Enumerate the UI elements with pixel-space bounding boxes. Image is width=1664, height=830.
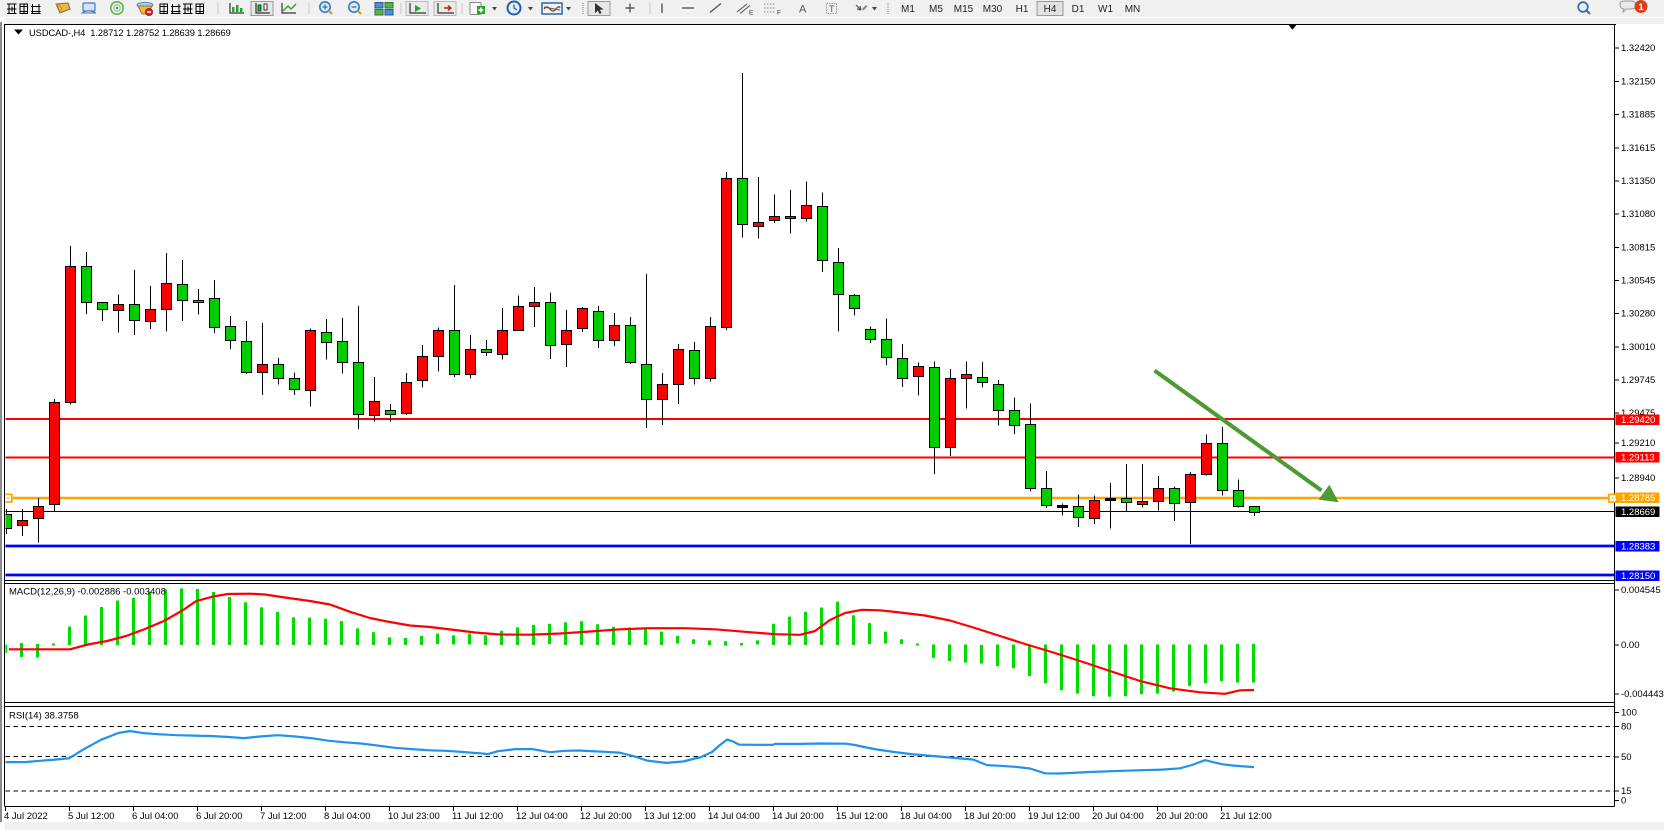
svg-text:14 Jul 20:00: 14 Jul 20:00 (772, 811, 824, 822)
svg-text:H1: H1 (1016, 4, 1029, 15)
svg-text:F: F (777, 10, 781, 17)
svg-text:H4: H4 (1044, 4, 1057, 15)
svg-text:1.28940: 1.28940 (1621, 473, 1655, 484)
svg-text:E: E (749, 10, 754, 17)
svg-text:0.004545: 0.004545 (1621, 585, 1661, 596)
svg-text:1.29745: 1.29745 (1621, 375, 1655, 386)
svg-text:1.28669: 1.28669 (1621, 507, 1655, 518)
svg-text:T: T (829, 4, 835, 14)
svg-text:1.30010: 1.30010 (1621, 342, 1655, 353)
svg-text:7 Jul 12:00: 7 Jul 12:00 (260, 811, 306, 822)
svg-text:MACD(12,26,9) -0.002886 -0.003: MACD(12,26,9) -0.002886 -0.003408 (9, 587, 166, 598)
svg-text:1.31615: 1.31615 (1621, 143, 1655, 154)
svg-text:M15: M15 (954, 4, 974, 15)
svg-text:18 Jul 20:00: 18 Jul 20:00 (964, 811, 1016, 822)
svg-text:100: 100 (1621, 708, 1637, 719)
svg-text:11 Jul 12:00: 11 Jul 12:00 (452, 811, 503, 822)
svg-text:M1: M1 (901, 4, 915, 15)
svg-text:M30: M30 (983, 4, 1003, 15)
svg-text:1.31080: 1.31080 (1621, 209, 1655, 220)
svg-text:RSI(14) 38.3758: RSI(14) 38.3758 (9, 711, 79, 722)
svg-text:1.30545: 1.30545 (1621, 276, 1655, 287)
svg-text:18 Jul 04:00: 18 Jul 04:00 (900, 811, 952, 822)
svg-text:50: 50 (1621, 752, 1632, 763)
svg-text:6 Jul 20:00: 6 Jul 20:00 (196, 811, 242, 822)
svg-text:8 Jul 04:00: 8 Jul 04:00 (324, 811, 370, 822)
svg-text:4 Jul 2022: 4 Jul 2022 (4, 811, 48, 822)
svg-text:1.29210: 1.29210 (1621, 438, 1655, 449)
svg-text:19 Jul 12:00: 19 Jul 12:00 (1028, 811, 1080, 822)
svg-text:M5: M5 (929, 4, 943, 15)
svg-text:D1: D1 (1072, 4, 1085, 15)
svg-text:A: A (799, 4, 807, 16)
svg-text:USDCAD-,H4 1.28712 1.28752 1.: USDCAD-,H4 1.28712 1.28752 1.28639 1.286… (29, 27, 231, 38)
svg-text:1.31350: 1.31350 (1621, 176, 1655, 187)
svg-text:20 Jul 20:00: 20 Jul 20:00 (1156, 811, 1208, 822)
svg-text:0: 0 (1621, 796, 1626, 807)
svg-text:1.32150: 1.32150 (1621, 77, 1655, 88)
svg-text:W1: W1 (1098, 4, 1113, 15)
svg-text:1.29475: 1.29475 (1621, 408, 1655, 419)
svg-text:1: 1 (1638, 2, 1644, 13)
svg-text:1.31885: 1.31885 (1621, 110, 1655, 121)
svg-text:14 Jul 04:00: 14 Jul 04:00 (708, 811, 760, 822)
svg-text:-0.004443: -0.004443 (1621, 689, 1664, 700)
svg-text:1.29113: 1.29113 (1621, 452, 1655, 463)
svg-text:1.29420: 1.29420 (1621, 415, 1655, 426)
svg-text:1.28150: 1.28150 (1621, 571, 1655, 582)
svg-text:13 Jul 12:00: 13 Jul 12:00 (644, 811, 696, 822)
svg-text:1.30280: 1.30280 (1621, 309, 1655, 320)
svg-text:6 Jul 04:00: 6 Jul 04:00 (132, 811, 178, 822)
svg-text:20 Jul 04:00: 20 Jul 04:00 (1092, 811, 1144, 822)
svg-text:21 Jul 12:00: 21 Jul 12:00 (1220, 811, 1272, 822)
svg-text:0.00: 0.00 (1621, 640, 1640, 651)
svg-text:80: 80 (1621, 722, 1632, 733)
svg-text:12 Jul 04:00: 12 Jul 04:00 (516, 811, 568, 822)
svg-text:1.28383: 1.28383 (1621, 541, 1655, 552)
svg-text:MN: MN (1125, 4, 1141, 15)
svg-text:15 Jul 12:00: 15 Jul 12:00 (836, 811, 888, 822)
svg-text:5 Jul 12:00: 5 Jul 12:00 (68, 811, 114, 822)
svg-text:1.30815: 1.30815 (1621, 243, 1655, 254)
svg-text:1.28785: 1.28785 (1621, 493, 1655, 504)
svg-text:15: 15 (1621, 786, 1632, 797)
svg-text:1.32420: 1.32420 (1621, 43, 1655, 54)
svg-text:10 Jul 23:00: 10 Jul 23:00 (388, 811, 440, 822)
svg-text:12 Jul 20:00: 12 Jul 20:00 (580, 811, 632, 822)
